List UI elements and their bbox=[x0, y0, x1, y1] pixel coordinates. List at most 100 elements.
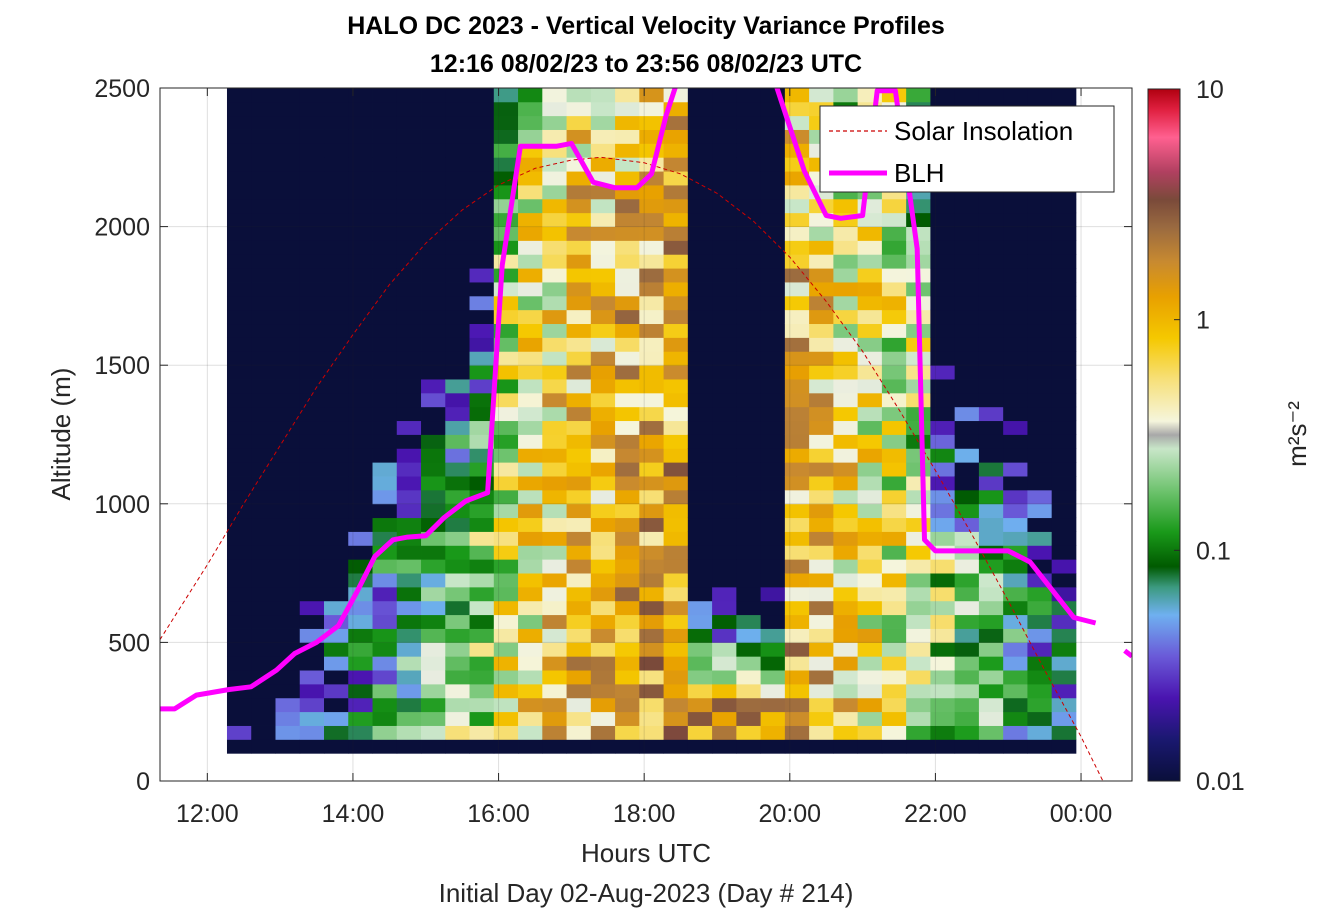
heatmap-cell bbox=[566, 115, 592, 130]
heatmap-cell bbox=[421, 739, 446, 754]
heatmap-cell bbox=[493, 268, 519, 283]
heatmap-cell bbox=[687, 392, 713, 408]
heatmap-cell bbox=[348, 115, 373, 130]
heatmap-cell bbox=[784, 739, 810, 754]
heatmap-cell bbox=[348, 309, 373, 325]
heatmap-cell bbox=[275, 406, 301, 422]
heatmap-cell bbox=[518, 295, 543, 311]
heatmap-cell bbox=[978, 600, 1004, 616]
heatmap-cell bbox=[760, 683, 786, 699]
heatmap-cell bbox=[299, 171, 325, 186]
heatmap-cell bbox=[469, 379, 495, 394]
heatmap-cell bbox=[833, 628, 859, 643]
legend-box bbox=[819, 105, 1115, 193]
heatmap-cell bbox=[396, 573, 422, 588]
heatmap-cell bbox=[226, 115, 252, 130]
heatmap-cell bbox=[784, 476, 810, 491]
heatmap-cell bbox=[469, 295, 495, 311]
heatmap-cell bbox=[251, 642, 276, 657]
heatmap-cell bbox=[1051, 448, 1077, 463]
heatmap-cell bbox=[469, 198, 495, 214]
heatmap-cell bbox=[445, 614, 470, 629]
heatmap-cell bbox=[299, 185, 325, 200]
heatmap-cell bbox=[760, 115, 786, 130]
heatmap-cell bbox=[1051, 517, 1077, 532]
heatmap-cell bbox=[542, 351, 567, 366]
heatmap-cell bbox=[978, 448, 1004, 463]
heatmap-cell bbox=[712, 392, 737, 408]
heatmap-cell bbox=[833, 476, 859, 491]
heatmap-cell bbox=[445, 434, 470, 449]
heatmap-cell bbox=[978, 489, 1004, 505]
heatmap-cell bbox=[736, 226, 762, 241]
heatmap-cell bbox=[469, 337, 495, 352]
heatmap-cell bbox=[518, 365, 543, 380]
heatmap-cell bbox=[760, 476, 786, 491]
heatmap-cell bbox=[590, 434, 616, 449]
heatmap-cell bbox=[469, 240, 495, 255]
heatmap-cell bbox=[639, 268, 664, 283]
heatmap-cell bbox=[275, 503, 301, 519]
y-tick-label: 1500 bbox=[94, 352, 150, 380]
heatmap-cell bbox=[687, 143, 713, 158]
heatmap-cell bbox=[518, 600, 543, 616]
heatmap-cell bbox=[324, 573, 349, 588]
heatmap-cell bbox=[396, 739, 422, 754]
heatmap-cell bbox=[663, 115, 689, 130]
heatmap-cell bbox=[1003, 600, 1028, 616]
heatmap-cell bbox=[615, 392, 640, 408]
heatmap-cell bbox=[493, 711, 519, 726]
heatmap-cell bbox=[348, 503, 373, 519]
heatmap-cell bbox=[493, 697, 519, 713]
heatmap-cell bbox=[251, 697, 276, 713]
heatmap-cell bbox=[1051, 226, 1077, 241]
heatmap-cell bbox=[615, 351, 640, 366]
heatmap-cell bbox=[736, 392, 762, 408]
heatmap-cell bbox=[275, 517, 301, 532]
heatmap-cell bbox=[324, 212, 349, 227]
heatmap-cell bbox=[518, 476, 543, 491]
heatmap-cell bbox=[906, 739, 931, 754]
heatmap-cell bbox=[736, 420, 762, 435]
heatmap-cell bbox=[954, 337, 980, 352]
heatmap-cell bbox=[954, 309, 980, 325]
heatmap-cell bbox=[421, 198, 446, 214]
heatmap-cell bbox=[809, 268, 834, 283]
heatmap-cell bbox=[226, 254, 252, 269]
heatmap-cell bbox=[493, 337, 519, 352]
heatmap-cell bbox=[978, 573, 1004, 588]
heatmap-cell bbox=[833, 725, 859, 740]
heatmap-cell bbox=[857, 517, 883, 532]
heatmap-cell bbox=[615, 420, 640, 435]
heatmap-cell bbox=[372, 365, 398, 380]
heatmap-cell bbox=[881, 600, 907, 616]
heatmap-cell bbox=[784, 392, 810, 408]
y-tick-label: 1000 bbox=[94, 491, 150, 519]
heatmap-cell bbox=[881, 323, 907, 338]
heatmap-cell bbox=[469, 309, 495, 325]
heatmap-cell bbox=[324, 185, 349, 200]
heatmap-cell bbox=[1003, 614, 1028, 629]
heatmap-cell bbox=[978, 323, 1004, 338]
heatmap-cell bbox=[736, 434, 762, 449]
heatmap-cell bbox=[954, 711, 980, 726]
heatmap-cell bbox=[566, 379, 592, 394]
heatmap-cell bbox=[736, 725, 762, 740]
heatmap-cell bbox=[687, 476, 713, 491]
heatmap-cell bbox=[590, 586, 616, 602]
heatmap-cell bbox=[615, 406, 640, 422]
heatmap-cell bbox=[615, 683, 640, 699]
heatmap-cell bbox=[396, 517, 422, 532]
heatmap-cell bbox=[930, 573, 956, 588]
footer-text: Initial Day 02-Aug-2023 (Day # 214) bbox=[439, 878, 854, 908]
heatmap-cell bbox=[324, 420, 349, 435]
heatmap-cell bbox=[493, 198, 519, 214]
heatmap-cell bbox=[299, 420, 325, 435]
heatmap-cell bbox=[251, 129, 276, 144]
heatmap-cell bbox=[1003, 282, 1028, 297]
heatmap-cell bbox=[687, 503, 713, 519]
heatmap-cell bbox=[906, 226, 931, 241]
heatmap-cell bbox=[226, 559, 252, 574]
heatmap-cell bbox=[615, 171, 640, 186]
heatmap-cell bbox=[226, 337, 252, 352]
